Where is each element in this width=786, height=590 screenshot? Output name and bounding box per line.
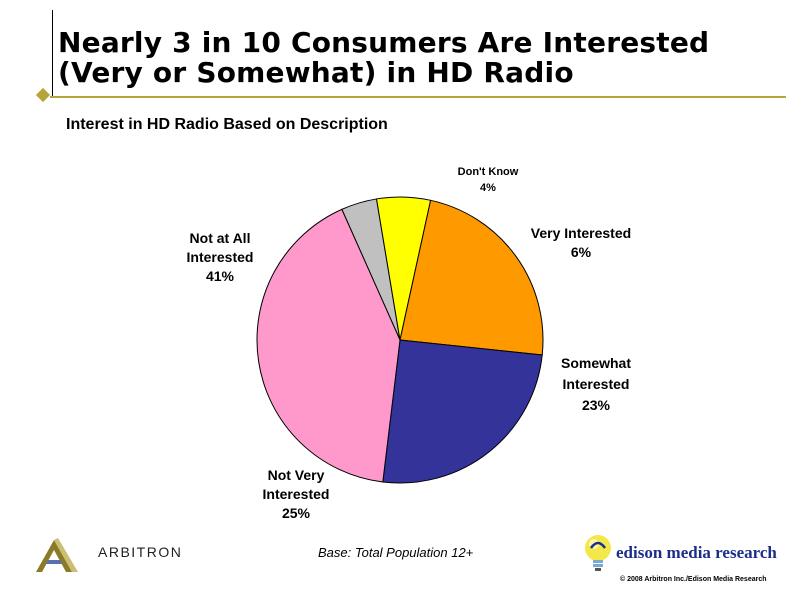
arbitron-logo: ARBITRON: [32, 536, 192, 576]
edison-logo: edison media research: [580, 532, 780, 572]
pie-label-somewhat-interested: Somewhat Interested 23%: [561, 355, 631, 413]
pie-slice-not-at-all-interested: [256, 208, 401, 483]
slide-title: Nearly 3 in 10 Consumers Are Interested …: [58, 28, 778, 88]
title-vertical-rule: [52, 10, 53, 96]
chart-title: Interest in HD Radio Based on Descriptio…: [66, 116, 388, 133]
pie-label-not-very-interested: Not Very Interested 25%: [263, 467, 330, 521]
arbitron-a-icon: [36, 538, 78, 572]
pie-label-don-t-know: Don't Know 4%: [458, 166, 519, 194]
pie-label-not-at-all-interested: Not at All Interested 41%: [187, 230, 254, 284]
arbitron-logo-text: ARBITRON: [98, 544, 183, 560]
edison-logo-text: edison media research: [616, 543, 777, 562]
pie-slice-not-very-interested: [382, 339, 543, 484]
title-underline-rule: [50, 96, 786, 98]
pie-slice-somewhat-interested: [399, 199, 544, 356]
copyright-notice: © 2008 Arbitron Inc./Edison Media Resear…: [620, 576, 767, 583]
lightbulb-icon: [585, 535, 611, 571]
base-note: Base: Total Population 12+: [318, 545, 474, 560]
slide-title-line-2: (Very or Somewhat) in HD Radio: [58, 56, 574, 89]
pie-label-very-interested: Very Interested 6%: [531, 225, 631, 260]
slide-title-line-1: Nearly 3 in 10 Consumers Are Interested: [58, 26, 710, 59]
